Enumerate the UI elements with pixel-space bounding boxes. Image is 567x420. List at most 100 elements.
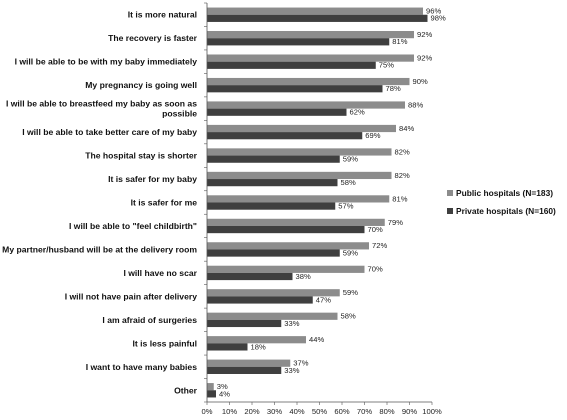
legend-label-public: Public hospitals (N=183) [456, 188, 553, 198]
x-tick-label: 30% [267, 407, 282, 416]
category-labels: It is more natural The recovery is faster… [2, 10, 197, 396]
data-label: 98% [431, 14, 446, 23]
bar-private-hospitals [207, 155, 340, 163]
category-label: My partner/husband will be at the delive… [2, 244, 197, 254]
data-label: 59% [343, 288, 358, 297]
data-label: 58% [341, 178, 356, 187]
axes: 0% 10% 20% 30% 40% 50% 60% 70% 80% 90% 100% [202, 2, 442, 416]
data-label: 81% [392, 194, 407, 203]
bar-public-hospitals [207, 195, 390, 203]
category-label: I will be able to take better care of my… [22, 127, 197, 137]
x-tick-label: 60% [334, 407, 349, 416]
bar-public-hospitals [207, 101, 405, 109]
bar-public-hospitals [207, 383, 214, 391]
data-label: 33% [284, 319, 299, 328]
x-tick-label: 80% [379, 407, 394, 416]
data-label: 59% [343, 155, 358, 164]
data-label: 82% [395, 147, 410, 156]
data-label: 4% [219, 389, 230, 398]
bar-public-hospitals [207, 171, 392, 180]
bar-public-hospitals [207, 77, 410, 86]
category-label: It is more natural [128, 10, 197, 20]
category-label: I will have no scar [123, 268, 197, 278]
data-label: 96% [426, 7, 441, 16]
data-label: 62% [350, 108, 365, 117]
category-label: It is safer for me [131, 198, 198, 208]
category-label: I will be able to be with my baby immedi… [15, 57, 198, 67]
x-tick-label: 10% [222, 407, 237, 416]
data-label: 90% [413, 77, 428, 86]
bar-public-hospitals [207, 124, 396, 133]
value-labels: 96% 92% 92% 90% 88% 84% 82% 82% 81% 79% 72% 70% 59% 5… [217, 7, 446, 399]
bar-public-hospitals [207, 242, 369, 250]
data-label: 59% [343, 248, 358, 257]
bar-private-hospitals [207, 132, 363, 140]
bar-public-hospitals [207, 312, 338, 320]
data-label: 70% [368, 225, 383, 234]
category-label: I will be able to "feel childbirth" [69, 221, 197, 231]
bar-private-hospitals [207, 366, 282, 374]
category-label: I want to have many babies [86, 362, 197, 372]
data-label: 75% [379, 61, 394, 70]
data-label: 38% [296, 272, 311, 281]
data-label: 3% [217, 382, 228, 391]
data-label: 33% [284, 366, 299, 375]
data-label: 70% [368, 265, 383, 274]
bar-public-hospitals [207, 148, 392, 156]
x-tick-label: 50% [312, 407, 327, 416]
bar-private-hospitals [207, 202, 336, 210]
data-label: 72% [372, 241, 387, 250]
category-label: The recovery is faster [108, 33, 198, 43]
bar-private-hospitals [207, 38, 390, 46]
bar-private-hospitals [207, 296, 313, 304]
x-tick-label: 0% [202, 407, 213, 416]
bar-public-hospitals [207, 289, 340, 297]
legend-swatch-public [447, 190, 453, 196]
bar-private-hospitals [207, 225, 365, 234]
data-label: 78% [386, 84, 401, 93]
bar-public-hospitals [207, 265, 365, 273]
category-label: The hospital stay is shorter [85, 151, 197, 161]
bar-public-hospitals [207, 31, 414, 39]
bar-private-hospitals [207, 85, 383, 93]
data-label: 79% [388, 218, 403, 227]
bar-public-hospitals [207, 218, 385, 226]
data-label: 81% [392, 37, 407, 46]
bar-private-hospitals [207, 319, 282, 328]
data-label: 57% [338, 202, 353, 211]
data-label: 88% [408, 100, 423, 109]
bar-private-hospitals [207, 343, 248, 351]
bar-private-hospitals [207, 272, 293, 281]
data-label: 92% [417, 30, 432, 39]
bar-public-hospitals [207, 54, 414, 62]
category-label: It is less painful [133, 338, 197, 348]
data-label: 47% [316, 295, 331, 304]
bar-marks [207, 7, 428, 398]
bar-private-hospitals [207, 179, 338, 187]
data-label: 92% [417, 53, 432, 62]
bar-public-hospitals [207, 7, 423, 15]
legend-label-private: Private hospitals (N=160) [456, 206, 556, 216]
bar-private-hospitals [207, 108, 347, 116]
legend-swatch-private [447, 208, 453, 214]
x-tick-label: 20% [244, 407, 259, 416]
category-label: Other [174, 385, 198, 395]
data-label: 84% [399, 124, 414, 133]
data-label: 69% [365, 131, 380, 140]
data-label: 18% [251, 342, 266, 351]
data-label: 37% [293, 359, 308, 368]
bar-private-hospitals [207, 390, 216, 398]
category-label: I am afraid of surgeries [102, 315, 197, 325]
bar-private-hospitals [207, 61, 376, 69]
category-label: It is safer for my baby [108, 174, 197, 184]
x-tick-label: 100% [422, 407, 442, 416]
bar-private-hospitals [207, 249, 340, 257]
bar-private-hospitals [207, 14, 428, 22]
category-label: I will be able to breastfeed my baby as … [6, 99, 197, 119]
data-label: 82% [395, 171, 410, 180]
data-label: 44% [309, 335, 324, 344]
data-label: 58% [341, 312, 356, 321]
x-tick-label: 70% [357, 407, 372, 416]
legend: Public hospitals (N=183) Private hospital… [447, 188, 556, 216]
